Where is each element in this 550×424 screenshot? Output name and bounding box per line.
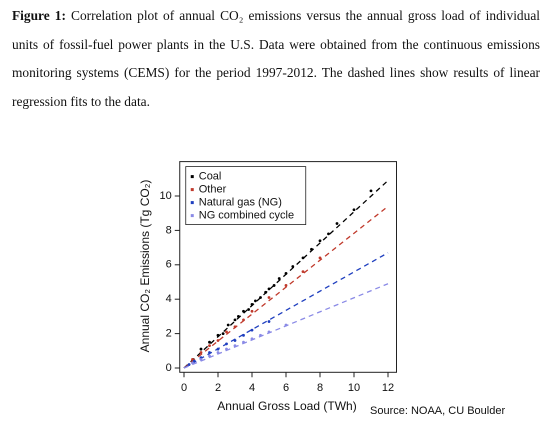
y-tick-label: 0: [166, 362, 172, 374]
legend-label: Coal: [199, 171, 222, 183]
legend-label: Other: [199, 184, 227, 196]
legend-label: Natural gas (NG): [199, 197, 282, 209]
caption-text: Correlation plot of annual CO₂ emissions…: [12, 8, 540, 109]
legend-label: NG combined cycle: [199, 210, 294, 222]
y-tick-label: 6: [166, 259, 172, 271]
data-point: [225, 330, 228, 334]
legend-box: [185, 166, 307, 226]
data-point: [199, 351, 203, 354]
data-point: [187, 363, 191, 366]
plot-frame: [179, 161, 397, 373]
data-point: [233, 318, 237, 322]
x-axis-label: Annual Gross Load (TWh): [217, 399, 356, 413]
data-point: [250, 309, 254, 313]
data-point: [335, 222, 339, 225]
regression-line: [183, 205, 389, 369]
regression-line: [183, 180, 389, 369]
data-point: [267, 320, 271, 323]
data-point: [318, 256, 322, 260]
legend-marker: [190, 214, 194, 218]
data-point: [254, 299, 257, 303]
y-tick-label: 2: [166, 328, 172, 340]
data-point: [208, 340, 211, 344]
data-point: [199, 347, 203, 351]
data-point: [318, 239, 322, 243]
x-tick-label: 4: [249, 382, 255, 394]
x-tick-label: 12: [382, 382, 394, 394]
x-tick-label: 6: [283, 382, 289, 394]
y-tick-label: 8: [166, 224, 172, 236]
x-tick-label: 2: [215, 382, 221, 394]
regression-line: [183, 252, 389, 369]
figure-caption: Figure 1: Correlation plot of annual CO₂…: [12, 2, 540, 116]
data-point: [267, 296, 271, 299]
legend-marker: [190, 188, 194, 192]
y-axis-label: Annual CO₂ Emissions (Tg CO₂): [138, 180, 152, 353]
data-point: [352, 208, 356, 212]
data-point: [327, 232, 330, 236]
data-point: [208, 344, 211, 348]
data-point: [284, 284, 288, 287]
legend-marker: [190, 201, 194, 205]
y-tick-label: 10: [160, 190, 172, 202]
data-point: [216, 339, 220, 342]
x-tick-label: 0: [181, 382, 187, 394]
y-tick-label: 4: [166, 293, 172, 305]
data-point: [250, 328, 254, 332]
caption-label: Figure 1:: [12, 8, 66, 23]
legend-marker: [190, 175, 194, 179]
source-note: Source: NOAA, CU Boulder: [370, 405, 505, 417]
data-point: [247, 308, 251, 311]
data-point: [221, 332, 225, 335]
regression-line: [183, 283, 389, 369]
data-point: [226, 323, 230, 327]
data-point: [267, 287, 271, 291]
x-tick-label: 10: [348, 382, 360, 394]
data-point: [369, 189, 373, 193]
x-tick-label: 8: [317, 382, 323, 394]
